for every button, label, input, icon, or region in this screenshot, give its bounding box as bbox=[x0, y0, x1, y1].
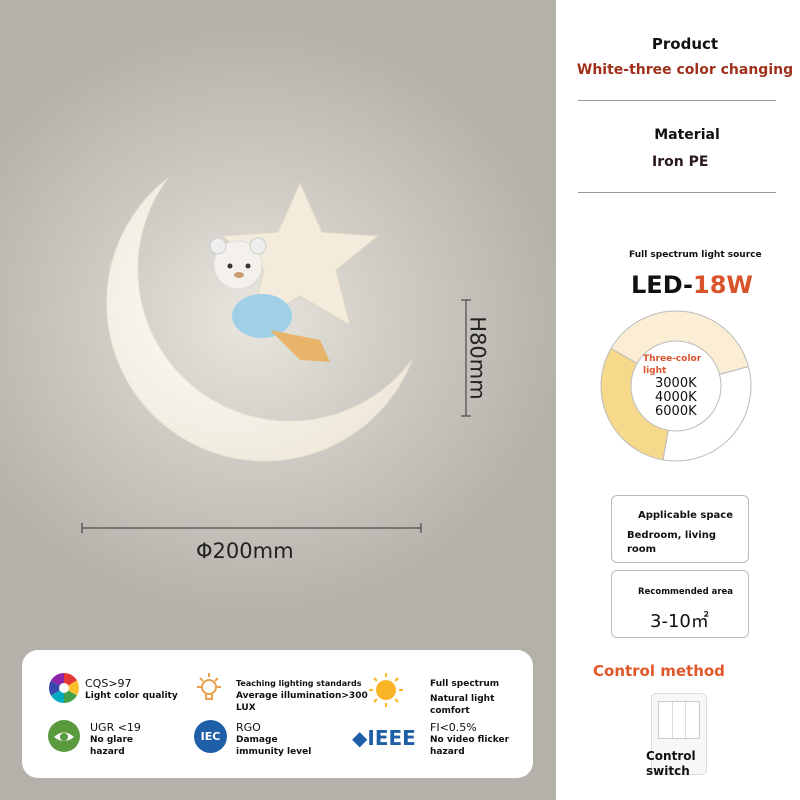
feature-cqs: CQS>97 Light color quality bbox=[85, 677, 178, 702]
area-value: 3-10㎡ bbox=[650, 611, 709, 632]
ring-label: Three-color light bbox=[643, 354, 702, 376]
feature-ugr: UGR <19 No glare hazard bbox=[90, 721, 141, 758]
divider bbox=[578, 192, 776, 193]
color-temperature-ring bbox=[600, 310, 752, 462]
spec-panel: Product White-three color changing Mater… bbox=[556, 0, 800, 800]
feature-flicker: FI<0.5% No video flicker hazard bbox=[430, 721, 510, 758]
product-photo-area: Φ200mm H80mm CQS>97 Light color quality T… bbox=[0, 0, 556, 800]
diameter-label: Φ200mm bbox=[196, 539, 294, 563]
eye-icon bbox=[48, 720, 80, 752]
space-label: Applicable space bbox=[638, 510, 734, 521]
material-value: Iron PE bbox=[652, 154, 709, 170]
bear-figure bbox=[209, 237, 330, 362]
feature-rgo: RGO Damage immunity level bbox=[236, 721, 312, 758]
control-method-title: Control method bbox=[593, 662, 725, 680]
iec-logo-icon: IEC bbox=[194, 720, 227, 753]
control-label: Control switch bbox=[646, 749, 696, 778]
recommended-area-box: Recommended area 3-10㎡ bbox=[611, 570, 749, 638]
ieee-logo-icon: ◆IEEE bbox=[352, 726, 416, 750]
led-power: LED-18W bbox=[631, 271, 753, 299]
height-label: H80mm bbox=[465, 316, 490, 400]
product-value: White-three color changing bbox=[576, 62, 794, 78]
space-value: Bedroom, living room bbox=[627, 530, 717, 555]
moon-lamp-image bbox=[81, 177, 471, 533]
temperature-list: 3000K 4000K 6000K bbox=[655, 376, 697, 419]
switch-icon bbox=[651, 693, 707, 775]
divider bbox=[578, 100, 776, 101]
lightbulb-icon bbox=[197, 673, 221, 700]
light-source-caption: Full spectrum light source bbox=[629, 250, 762, 260]
applicable-space-box: Applicable space Bedroom, living room bbox=[611, 495, 749, 563]
area-label: Recommended area bbox=[638, 587, 734, 597]
color-wheel-icon bbox=[48, 673, 80, 703]
material-label: Material bbox=[654, 127, 720, 143]
feature-full-spectrum: Full spectrum Natural light comfort bbox=[430, 679, 500, 716]
feature-teaching: Teaching lighting standards Average illum… bbox=[236, 679, 368, 713]
features-card: CQS>97 Light color quality Teaching light… bbox=[22, 650, 533, 778]
star-shape bbox=[220, 181, 380, 327]
ring-segment-cream bbox=[610, 310, 750, 375]
sun-icon bbox=[369, 673, 403, 707]
crescent-moon bbox=[106, 177, 413, 462]
product-label: Product bbox=[651, 35, 719, 53]
ring-segment-yellow bbox=[600, 347, 669, 461]
